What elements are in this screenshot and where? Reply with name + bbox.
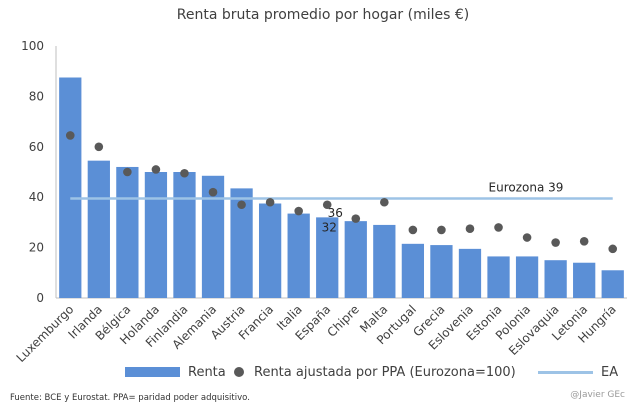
- ppa-marker: [437, 225, 446, 235]
- source-note: Fuente: BCE y Eurostat. PPA= paridad pod…: [10, 393, 250, 403]
- legend-bar-swatch: [125, 367, 180, 377]
- legend-item-renta: Renta: [125, 362, 226, 382]
- legend-label-renta: Renta: [188, 364, 226, 380]
- author-credit: @Javier GEc: [570, 390, 625, 400]
- bars: [59, 77, 624, 298]
- ppa-marker: [294, 206, 303, 216]
- ppa-marker: [408, 225, 418, 235]
- chart-title: Renta bruta promedio por hogar (miles €): [177, 7, 469, 23]
- x-tick-label: Chipre: [324, 302, 361, 339]
- ppa-marker: [522, 233, 532, 242]
- y-tick-label: 60: [29, 140, 44, 154]
- legend-line-swatch: [538, 370, 593, 374]
- bar: [230, 188, 253, 298]
- legend-dot-swatch: [234, 367, 244, 377]
- y-tick-label: 20: [29, 241, 44, 255]
- bar: [87, 160, 110, 298]
- ppa-marker: [579, 237, 589, 246]
- ppa-marker: [265, 197, 275, 207]
- bar: [601, 270, 624, 298]
- ppa-marker: [180, 168, 189, 178]
- ppa-marker: [494, 223, 503, 232]
- bar: [430, 245, 453, 298]
- ppa-marker: [351, 214, 361, 223]
- ppa-markers: [65, 131, 618, 254]
- legend-label-ppa: Renta ajustada por PPA (Eurozona=100): [254, 364, 516, 380]
- bar: [573, 262, 596, 298]
- legend-item-ppa: Renta ajustada por PPA (Eurozona=100): [234, 362, 516, 382]
- ppa-marker: [65, 131, 75, 140]
- bar: [401, 243, 425, 298]
- bar: [287, 213, 310, 298]
- ppa-marker: [123, 167, 132, 177]
- bar: [373, 224, 396, 298]
- bar: [515, 256, 539, 298]
- data-label: 36: [328, 206, 343, 220]
- ppa-marker: [608, 244, 618, 254]
- bar: [544, 260, 567, 298]
- ppa-marker: [151, 165, 161, 174]
- bar: [458, 248, 482, 298]
- bar: [258, 203, 282, 298]
- ppa-marker: [380, 197, 389, 207]
- ppa-marker: [465, 224, 475, 233]
- bar: [144, 172, 168, 298]
- x-tick-labels: LuxemburgoIrlandaBélgicaHolandaFinlandia…: [14, 302, 619, 365]
- y-tick-label: 40: [29, 190, 44, 204]
- ppa-marker: [551, 238, 560, 247]
- legend: Renta Renta ajustada por PPA (Eurozona=1…: [0, 362, 643, 382]
- bar: [116, 166, 139, 298]
- bar: [59, 77, 82, 298]
- y-tick-label: 80: [29, 89, 44, 103]
- bar: [487, 256, 510, 298]
- data-label: 32: [322, 220, 337, 234]
- ppa-marker: [208, 187, 218, 197]
- ppa-marker: [237, 200, 246, 210]
- y-tick-label: 100: [21, 39, 44, 53]
- bar: [344, 221, 367, 298]
- eurozona-reference-label: Eurozona 39: [489, 180, 564, 194]
- bar: [173, 172, 196, 298]
- reference-line-group: Eurozona 39: [70, 180, 613, 200]
- bar: [316, 217, 339, 298]
- ppa-marker: [94, 142, 104, 152]
- legend-item-ea: EA: [538, 362, 618, 382]
- ppa-marker: [322, 200, 332, 210]
- y-tick-label: 0: [36, 291, 44, 305]
- legend-label-ea: EA: [601, 364, 619, 380]
- bar: [201, 175, 225, 298]
